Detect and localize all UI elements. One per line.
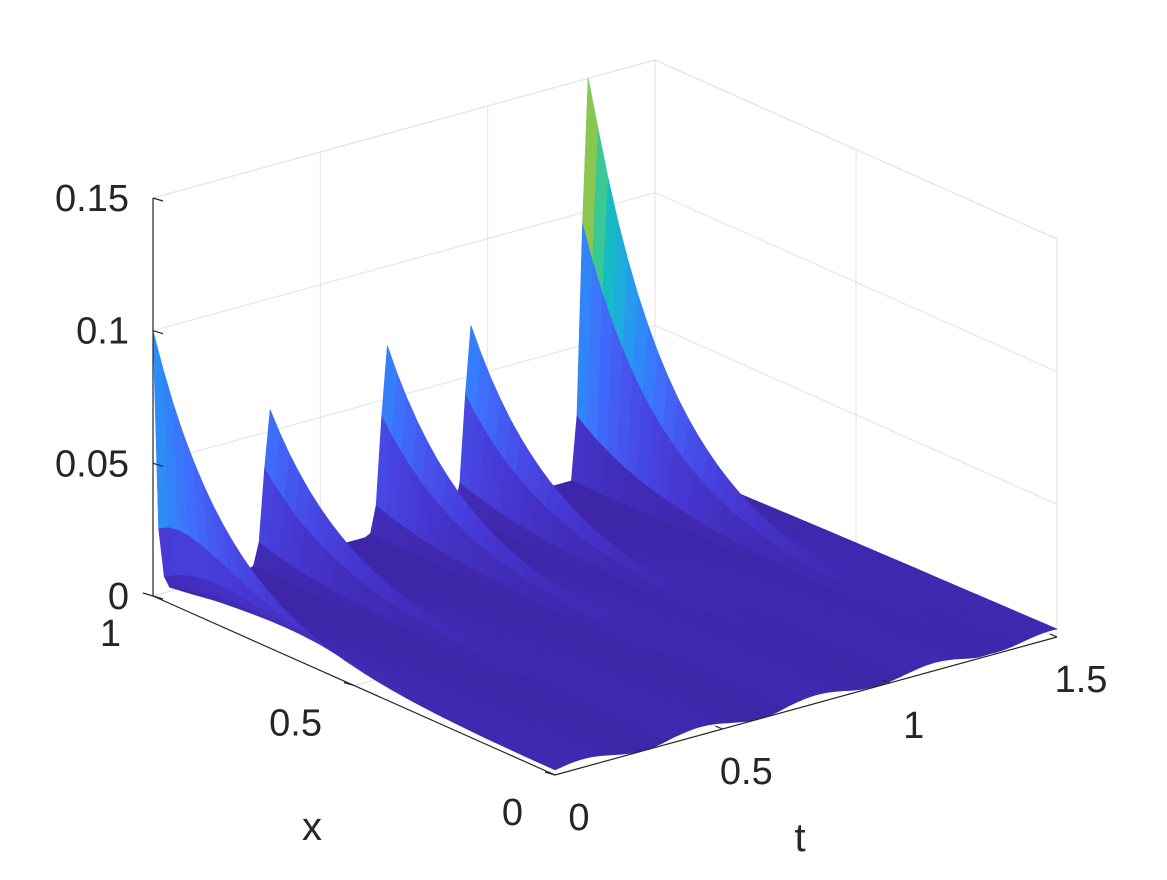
x-axis-title: x (302, 805, 322, 849)
grid-line-z (152, 192, 656, 332)
z-tick-label: 0.05 (55, 443, 129, 485)
x-tick (142, 592, 154, 597)
t-tick-label: 0 (568, 797, 589, 839)
t-tick-label: 0.5 (720, 751, 773, 793)
t-tick-label: 1.5 (1055, 659, 1108, 701)
t-tick (715, 725, 723, 730)
z-tick-label: 0 (108, 576, 129, 618)
z-tick (152, 197, 164, 202)
t-tick (1049, 633, 1058, 638)
z-tick-label: 0.15 (55, 178, 129, 220)
z-tick (152, 330, 164, 335)
t-tick-label: 1 (903, 705, 924, 747)
x-tick-label: 0 (502, 792, 523, 834)
z-tick-label: 0.1 (76, 311, 129, 353)
t-axis-title: t (794, 816, 805, 860)
grid-line-z (152, 59, 656, 199)
x-tick-label: 1 (100, 613, 121, 655)
x-tick-label: 0.5 (269, 703, 322, 745)
surface-mesh (152, 78, 1058, 771)
